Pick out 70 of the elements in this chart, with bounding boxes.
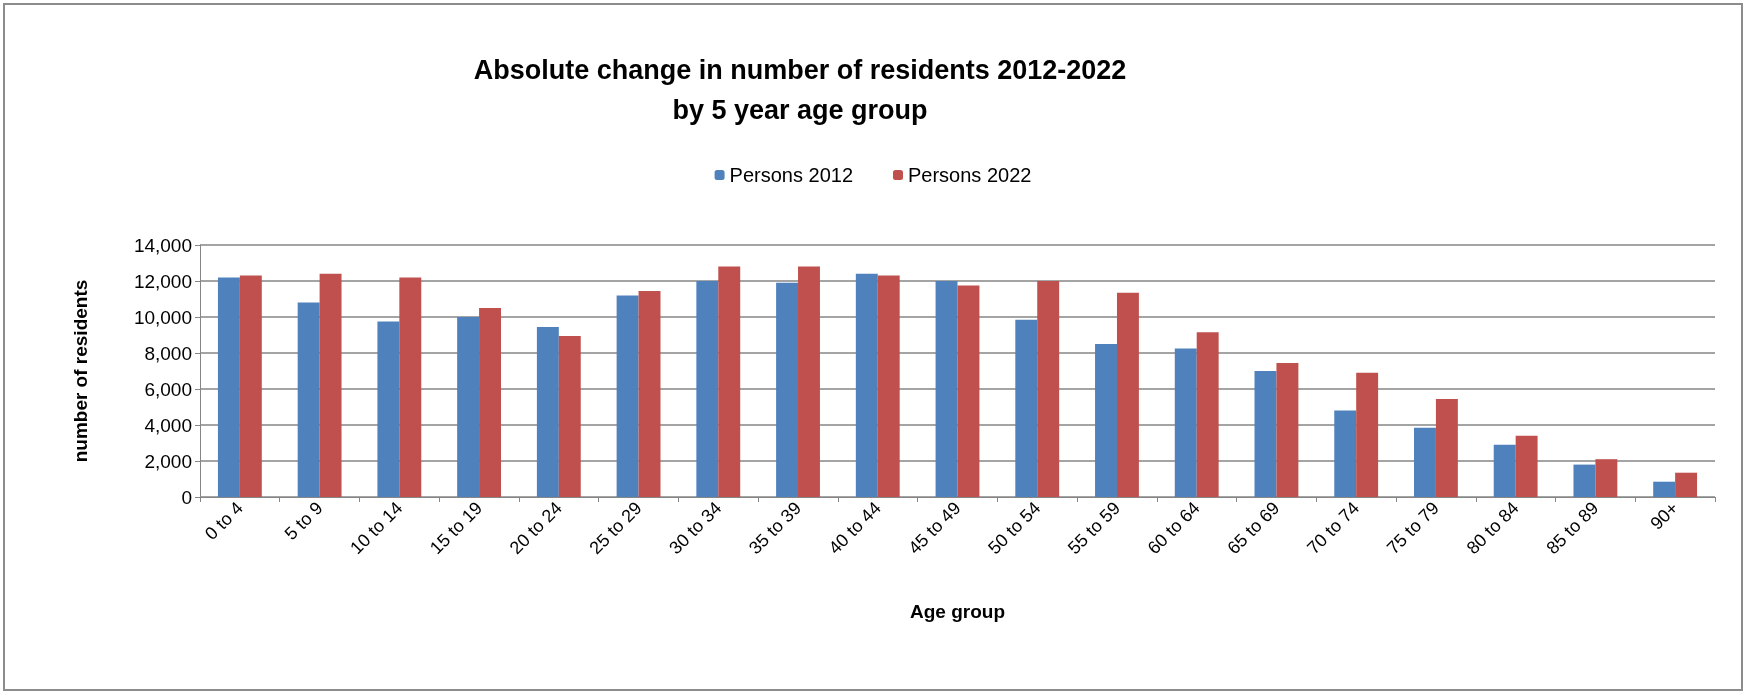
bar <box>1095 344 1117 497</box>
x-tick-label: 80 to 84 <box>1462 497 1523 559</box>
bar <box>1276 362 1299 497</box>
bar <box>558 335 581 497</box>
bar <box>1653 481 1676 497</box>
bar <box>1015 319 1038 497</box>
x-axis-title: Age group <box>910 601 1005 622</box>
bar <box>957 285 980 497</box>
y-tick-label: 14,000 <box>133 234 192 256</box>
bar <box>877 275 900 497</box>
bar <box>855 273 878 497</box>
x-tick-label: 15 to 19 <box>426 497 487 559</box>
y-axis-title: number of residents <box>70 279 91 463</box>
x-tick-label: 50 to 54 <box>984 497 1045 559</box>
bar <box>1356 372 1379 497</box>
legend-label: Persons 2022 <box>908 164 1032 186</box>
y-tick-label: 6,000 <box>144 378 192 400</box>
bar <box>1573 464 1596 497</box>
bar <box>1413 427 1436 497</box>
bar <box>1174 348 1197 497</box>
x-tick-label: 5 to 9 <box>280 497 327 544</box>
bar <box>1515 435 1538 497</box>
x-tick-label: 45 to 49 <box>904 497 965 559</box>
x-tick-label: 30 to 34 <box>665 497 726 559</box>
bar <box>718 266 741 497</box>
bar <box>319 273 342 497</box>
x-tick-label: 65 to 69 <box>1223 497 1284 559</box>
bar <box>457 317 480 497</box>
x-tick-label: 70 to 74 <box>1303 497 1364 559</box>
y-tick-label: 2,000 <box>144 450 192 472</box>
x-tick-label: 55 to 59 <box>1063 497 1125 559</box>
bar <box>239 275 262 497</box>
bar <box>479 308 502 497</box>
x-tick-label: 10 to 14 <box>346 497 407 559</box>
bar <box>217 277 240 497</box>
bar <box>297 302 320 497</box>
bar <box>1254 371 1277 497</box>
bar <box>696 281 719 497</box>
bar <box>1493 444 1516 497</box>
x-tick-label: 90+ <box>1646 497 1683 534</box>
x-tick-label: 35 to 39 <box>744 497 806 559</box>
bar <box>1595 459 1618 497</box>
x-tick-label: 75 to 79 <box>1382 497 1443 559</box>
bar <box>1675 472 1698 497</box>
x-tick-label: 25 to 29 <box>585 497 646 559</box>
bar <box>616 295 639 497</box>
y-tick-label: 12,000 <box>133 270 192 292</box>
x-tick-label: 60 to 64 <box>1143 497 1204 559</box>
bar <box>399 277 422 497</box>
y-tick-label: 0 <box>181 486 192 508</box>
y-tick-label: 10,000 <box>133 306 192 328</box>
y-tick-label: 4,000 <box>144 414 192 436</box>
x-tick-label: 20 to 24 <box>505 497 566 559</box>
bar <box>1334 410 1357 497</box>
x-tick-label: 40 to 44 <box>824 497 885 559</box>
bar <box>1116 292 1139 497</box>
chart-title: Absolute change in number of residents 2012-2022 by 5 year age group <box>473 55 1127 125</box>
bar <box>638 290 661 497</box>
bar <box>1037 281 1060 497</box>
legend-label: Persons 2012 <box>729 164 853 186</box>
x-tick-label: 0 to 4 <box>200 497 247 544</box>
bar <box>798 266 820 497</box>
bar <box>776 282 799 497</box>
bar <box>1196 332 1219 497</box>
bar <box>536 326 559 497</box>
bar <box>935 281 958 497</box>
y-tick-label: 8,000 <box>144 342 192 364</box>
bar <box>377 321 400 497</box>
x-tick-label: 85 to 89 <box>1542 497 1603 559</box>
bar <box>1435 398 1458 497</box>
